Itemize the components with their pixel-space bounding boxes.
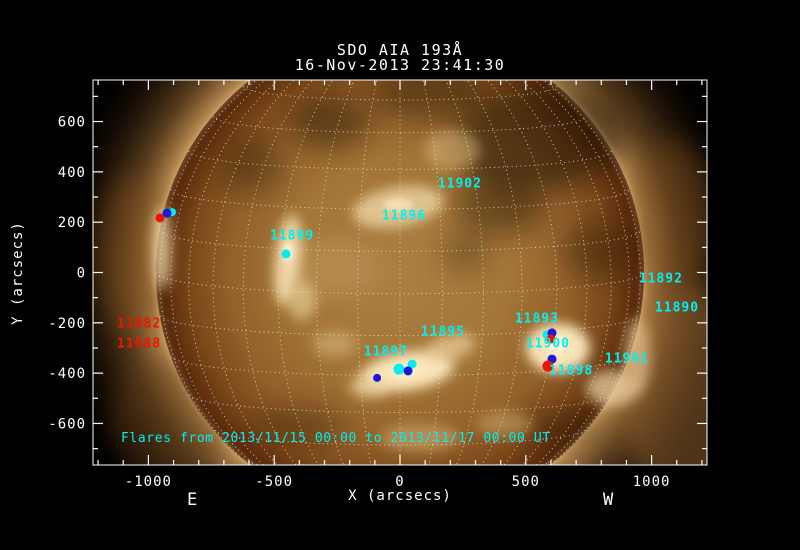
offlimb-glow-west — [627, 140, 707, 300]
x-tick-label: 0 — [395, 474, 404, 490]
offlimb-glow-east — [100, 175, 170, 335]
active-region-label: 11897 — [364, 345, 408, 360]
flare-marker — [162, 208, 172, 218]
dark-patch — [255, 405, 345, 445]
limb-brightening-ring — [155, 80, 645, 465]
axis-ticks — [93, 80, 707, 465]
bright-region-11898 — [586, 370, 638, 406]
active-region-label: 11900 — [526, 336, 570, 351]
active-region-label: 11896 — [382, 209, 426, 224]
y-tick-label: -400 — [48, 366, 86, 382]
x-axis-label: X (arcsecs) — [348, 488, 452, 504]
dark-patch — [564, 220, 636, 280]
plot-border — [92, 79, 708, 466]
active-region-label: 11888 — [117, 336, 161, 351]
heliographic-grid — [155, 80, 645, 465]
active-region-label: 11890 — [655, 301, 699, 316]
flare-marker — [393, 363, 405, 375]
flare-marker — [403, 366, 413, 376]
flare-caption: Flares from 2013/11/15 00:00 to 2013/11/… — [121, 431, 551, 446]
x-tick-label: 500 — [512, 474, 540, 490]
bright-core — [384, 199, 412, 211]
active-region-label: 11893 — [515, 312, 559, 327]
active-region-label: 11901 — [605, 352, 649, 367]
bright-region — [380, 424, 460, 452]
flare-marker — [281, 249, 291, 259]
bright-region — [424, 333, 476, 363]
x-tick-label: 1000 — [633, 474, 671, 490]
sun-disk-art — [93, 80, 707, 465]
active-region-label: 11895 — [421, 324, 465, 339]
bright-region — [313, 331, 357, 357]
west-label: W — [603, 490, 614, 510]
y-tick-label: -200 — [48, 316, 86, 332]
flare-marker — [542, 360, 554, 372]
y-tick-label: 200 — [58, 215, 86, 231]
image-timestamp: 16-Nov-2013 23:41:30 — [294, 56, 506, 74]
flare-marker — [407, 359, 417, 369]
y-tick-label: 0 — [77, 266, 86, 282]
active-region-label: 11882 — [117, 317, 161, 332]
active-region-label: 11892 — [639, 272, 683, 287]
y-axis-label: Y (arcsecs) — [10, 221, 26, 325]
bright-region — [477, 411, 533, 437]
active-region-label: 11898 — [549, 363, 593, 378]
active-region-label: 11899 — [270, 229, 314, 244]
dark-patch — [441, 234, 489, 270]
dark-patch — [455, 175, 545, 235]
flare-marker — [155, 213, 165, 223]
flare-marker — [546, 334, 556, 344]
bright-region-11897 — [350, 374, 390, 398]
y-tick-label: 600 — [58, 115, 86, 131]
flare-marker — [373, 373, 382, 382]
annotations: 11902 11896 11899 11895 11897 11893 11900 11901… — [117, 176, 699, 382]
bright-region — [288, 280, 316, 320]
dark-patch — [290, 96, 370, 148]
axis-tick-labels: -1000 -500 0 500 1000 600 400 200 0 -200 -400 -600 — [48, 115, 671, 490]
y-tick-label: -600 — [48, 416, 86, 432]
active-region-label: 11902 — [438, 176, 482, 191]
grid-lines — [155, 80, 645, 465]
x-tick-label: -500 — [255, 474, 293, 490]
coronal-hole-northwest — [452, 85, 628, 191]
y-tick-label: 400 — [58, 165, 86, 181]
x-tick-label: -1000 — [125, 474, 172, 490]
dark-patch — [222, 137, 282, 193]
east-label: E — [187, 490, 198, 510]
bright-region-11902 — [424, 130, 480, 170]
bright-region-west-limb — [624, 318, 650, 394]
image-title: SDO AIA 193Å — [336, 41, 464, 59]
